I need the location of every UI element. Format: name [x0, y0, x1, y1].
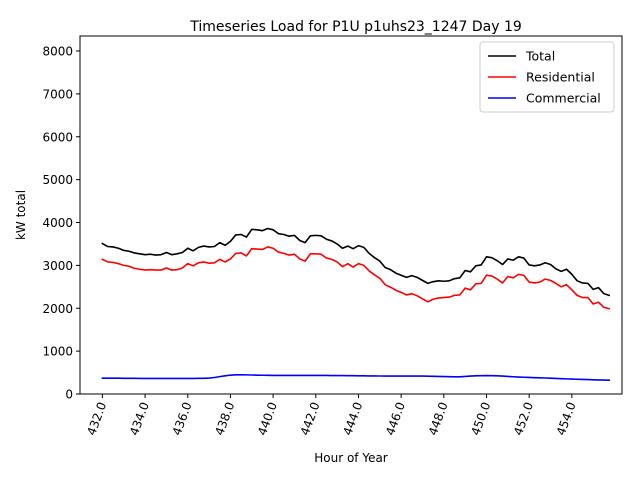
y-tick-label: 7000	[42, 87, 73, 101]
plot-area-frame	[79, 35, 623, 395]
y-tick-label: 1000	[42, 345, 73, 359]
y-tick-label: 2000	[42, 302, 73, 316]
series-line-total	[101, 227, 611, 297]
chart-title: Timeseries Load for P1U p1uhs23_1247 Day…	[189, 19, 522, 35]
y-tick-label: 5000	[42, 173, 73, 187]
legend-label-commercial: Commercial	[526, 91, 601, 106]
legend-label-total: Total	[525, 49, 555, 64]
y-tick-label: 3000	[42, 259, 73, 273]
legend-label-residential: Residential	[526, 70, 595, 85]
y-tick-label: 6000	[42, 130, 73, 144]
legend: Total Residential Commercial	[479, 41, 615, 113]
legend-frame	[479, 41, 615, 113]
y-tick-label: 0	[65, 388, 73, 402]
series-line-residential	[101, 246, 611, 310]
y-tick-label: 8000	[42, 45, 73, 59]
series-line-commercial	[101, 373, 611, 382]
y-axis-label: kW total	[14, 190, 28, 240]
y-tick-label: 4000	[42, 216, 73, 230]
x-axis-label: Hour of Year	[314, 451, 388, 465]
y-axis: 0 1000 2000 3000 4000 5000 6000 7000 8000	[42, 45, 80, 402]
series-layer	[101, 227, 611, 382]
